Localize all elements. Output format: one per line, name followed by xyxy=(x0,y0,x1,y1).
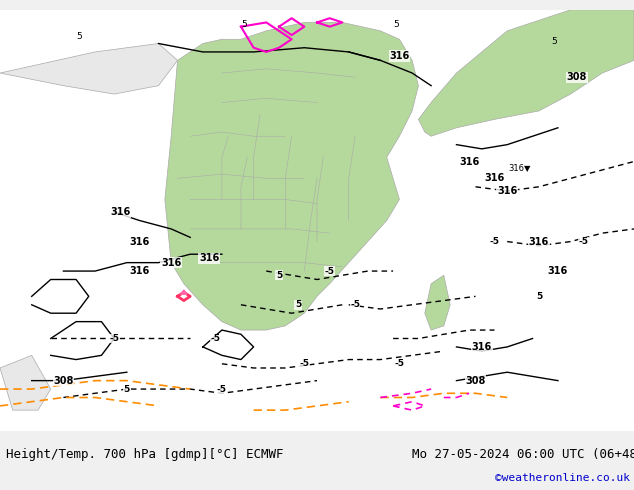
Text: -5: -5 xyxy=(210,334,221,343)
Text: 5: 5 xyxy=(276,271,282,280)
Text: -5: -5 xyxy=(109,334,119,343)
Text: 316: 316 xyxy=(529,237,549,246)
Text: 5: 5 xyxy=(241,20,247,28)
Text: 316: 316 xyxy=(484,173,505,183)
Text: 316: 316 xyxy=(129,237,150,246)
Polygon shape xyxy=(0,355,51,410)
Text: 5: 5 xyxy=(552,37,557,46)
Text: 316: 316 xyxy=(472,342,492,352)
Text: -5: -5 xyxy=(299,359,309,368)
Polygon shape xyxy=(0,44,178,94)
Text: 5: 5 xyxy=(536,292,542,301)
Text: -5: -5 xyxy=(394,359,404,368)
Text: 5: 5 xyxy=(76,32,82,41)
Polygon shape xyxy=(181,290,187,294)
Text: 316▼: 316▼ xyxy=(508,163,531,172)
Text: ©weatheronline.co.uk: ©weatheronline.co.uk xyxy=(495,473,630,483)
Text: 308: 308 xyxy=(567,72,587,82)
Text: -5: -5 xyxy=(578,237,588,246)
Text: 5: 5 xyxy=(295,300,301,309)
Text: -5: -5 xyxy=(217,385,227,393)
Text: 316: 316 xyxy=(459,156,479,167)
Text: 316: 316 xyxy=(199,253,219,264)
Text: -5: -5 xyxy=(489,237,500,246)
Polygon shape xyxy=(418,10,634,136)
Text: 316: 316 xyxy=(389,51,410,61)
Text: 316: 316 xyxy=(548,266,568,276)
Text: -5: -5 xyxy=(350,300,360,309)
Text: 308: 308 xyxy=(53,376,74,386)
Polygon shape xyxy=(425,275,450,330)
Text: -5: -5 xyxy=(325,267,335,275)
Text: 308: 308 xyxy=(465,376,486,386)
Text: 316: 316 xyxy=(110,207,131,217)
Text: 316: 316 xyxy=(497,186,517,196)
Text: 5: 5 xyxy=(124,385,130,393)
Text: Mo 27-05-2024 06:00 UTC (06+48): Mo 27-05-2024 06:00 UTC (06+48) xyxy=(412,448,634,461)
Text: 316: 316 xyxy=(161,258,181,268)
Text: 5: 5 xyxy=(393,20,399,28)
Text: Height/Temp. 700 hPa [gdmp][°C] ECMWF: Height/Temp. 700 hPa [gdmp][°C] ECMWF xyxy=(6,448,284,461)
Text: 316: 316 xyxy=(129,266,150,276)
Polygon shape xyxy=(165,23,418,330)
